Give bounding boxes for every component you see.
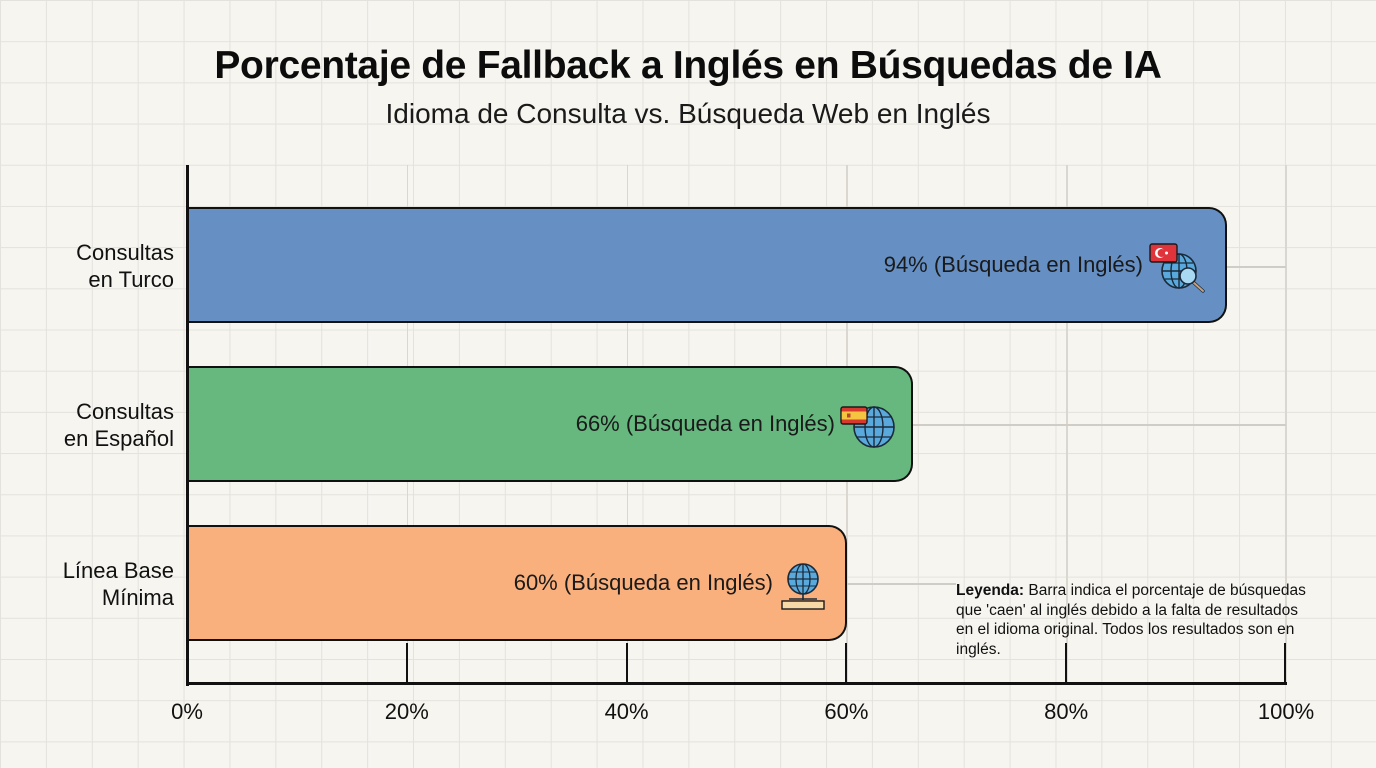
y-axis	[186, 165, 189, 686]
category-label-line: en Turco	[88, 267, 174, 292]
x-tick-label: 40%	[604, 699, 649, 724]
x-tick	[625, 643, 628, 683]
chart-title: Porcentaje de Fallback a Inglés en Búsqu…	[214, 44, 1162, 87]
category-label-line: Consultas	[76, 399, 174, 424]
legend-text: Barra indica el porcentaje de búsquedas …	[956, 582, 1306, 658]
x-axis	[186, 682, 1287, 685]
category-label-line: en Español	[63, 426, 174, 451]
chart-subtitle: Idioma de Consulta vs. Búsqueda Web en I…	[385, 98, 991, 129]
category-label-line: Línea Base	[62, 558, 174, 583]
x-tick-label: 80%	[1044, 699, 1089, 724]
x-tick-label: 60%	[824, 699, 869, 724]
category-label-line: Mínima	[101, 585, 174, 610]
x-tick	[1284, 643, 1286, 683]
spain-flag-globe-icon	[840, 403, 896, 454]
category-label-espanol: Consultas en Español	[4, 398, 174, 452]
leader-line	[912, 424, 1286, 426]
legend-heading: Leyenda:	[956, 582, 1025, 599]
bar-turco[interactable]: 94% (Búsqueda en Inglés)	[186, 207, 1227, 323]
turkey-flag-globe-search-icon	[1149, 241, 1211, 298]
leader-line	[1227, 266, 1286, 268]
globe-stand-icon	[779, 562, 829, 617]
category-label-turco: Consultas en Turco	[4, 239, 174, 293]
x-tick-label: 100%	[1257, 699, 1315, 724]
bar-espanol[interactable]: 66% (Búsqueda en Inglés)	[186, 366, 913, 482]
x-tick-label: 20%	[384, 699, 429, 724]
legend-note: Leyenda: Barra indica el porcentaje de b…	[956, 581, 1316, 659]
x-tick	[405, 643, 408, 683]
x-tick	[1065, 643, 1068, 683]
bar-value-label: 60% (Búsqueda en Inglés)	[513, 570, 773, 595]
x-tick-label: 0%	[171, 699, 203, 724]
bar-base[interactable]: 60% (Búsqueda en Inglés)	[186, 525, 847, 641]
category-label-line: Consultas	[76, 240, 174, 265]
x-tick	[845, 643, 848, 683]
plot-area: 94% (Búsqueda en Inglés) 66% (Búsqueda e…	[171, 165, 1314, 724]
bar-value-label: 94% (Búsqueda en Inglés)	[883, 252, 1143, 277]
category-label-base: Línea Base Mínima	[4, 557, 174, 611]
leader-line	[846, 583, 956, 585]
bar-value-label: 66% (Búsqueda en Inglés)	[575, 411, 835, 436]
